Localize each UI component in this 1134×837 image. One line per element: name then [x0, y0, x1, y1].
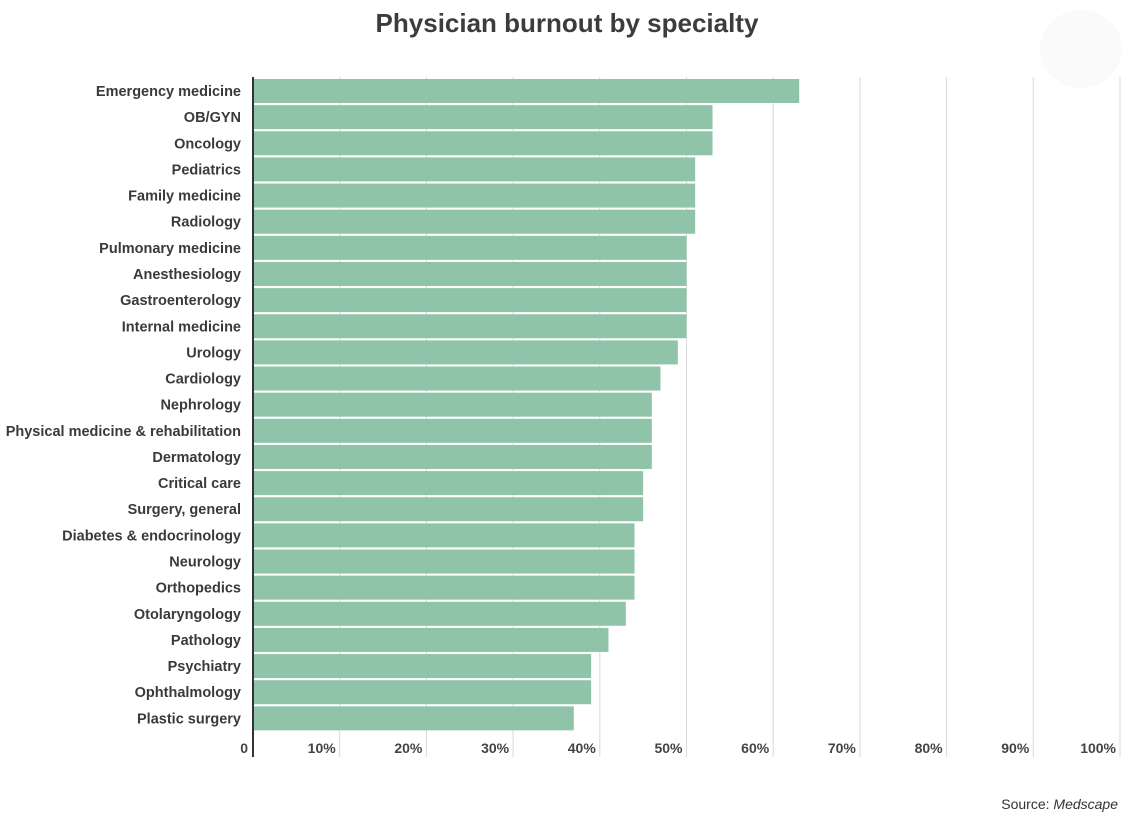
category-label: Emergency medicine	[96, 84, 241, 100]
bar	[254, 418, 652, 443]
bar	[254, 183, 696, 208]
category-label: Ophthalmology	[135, 685, 241, 701]
bar	[254, 654, 592, 679]
x-tick-label: 50%	[654, 740, 683, 756]
category-label: Critical care	[158, 476, 241, 492]
category-label: Radiology	[171, 215, 241, 231]
category-label: Nephrology	[160, 398, 241, 414]
x-tick-label: 60%	[741, 740, 770, 756]
bar	[254, 79, 800, 103]
bar	[254, 314, 687, 339]
bar	[254, 105, 713, 130]
bar	[254, 680, 592, 705]
bar	[254, 131, 713, 156]
category-label: Gastroenterology	[120, 293, 241, 309]
bar	[254, 627, 609, 652]
bar	[254, 366, 661, 391]
bar	[254, 549, 635, 574]
bar	[254, 601, 626, 626]
category-label: Physical medicine & rehabilitation	[6, 424, 241, 440]
x-tick-label: 70%	[828, 740, 857, 756]
x-tick-label: 30%	[481, 740, 510, 756]
category-label: Plastic surgery	[137, 711, 241, 727]
bars	[254, 79, 800, 731]
category-label: Pediatrics	[172, 162, 241, 178]
category-label: Diabetes & endocrinology	[62, 528, 241, 544]
category-label: Pulmonary medicine	[99, 241, 241, 257]
bar	[254, 706, 574, 731]
category-label: Neurology	[169, 555, 241, 571]
bar	[254, 523, 635, 548]
x-tick-label: 10%	[308, 740, 337, 756]
x-tick-label: 80%	[915, 740, 944, 756]
bar	[254, 444, 652, 469]
source-name: Medscape	[1053, 796, 1118, 812]
bar	[254, 575, 635, 600]
bar	[254, 497, 644, 522]
category-label: Anesthesiology	[133, 267, 241, 283]
x-axis-tick-labels: 0 10% 20% 30% 40% 50% 60% 70% 80% 90% 100%	[240, 740, 1116, 756]
x-tick-label: 20%	[394, 740, 423, 756]
bar	[254, 392, 652, 417]
bar	[254, 340, 678, 365]
category-label: Surgery, general	[128, 502, 241, 518]
x-tick-label: 90%	[1001, 740, 1030, 756]
bar	[254, 157, 696, 182]
bar	[254, 235, 687, 260]
category-label: Otolaryngology	[134, 607, 241, 623]
category-label: Cardiology	[165, 372, 241, 388]
category-label: Urology	[186, 345, 241, 361]
category-label: Internal medicine	[122, 319, 241, 335]
bar	[254, 471, 644, 496]
bar	[254, 261, 687, 286]
category-label: Dermatology	[152, 450, 241, 466]
source-prefix: Source:	[1001, 796, 1050, 812]
category-label: Oncology	[174, 136, 241, 152]
bar	[254, 209, 696, 234]
chart-title: Physician burnout by specialty	[375, 8, 759, 38]
corner-decoration	[1040, 10, 1122, 88]
category-labels: Emergency medicine OB/GYN Oncology Pediatri…	[6, 84, 241, 727]
x-tick-label: 40%	[568, 740, 597, 756]
bar	[254, 288, 687, 313]
category-label: Psychiatry	[168, 659, 241, 675]
category-label: OB/GYN	[184, 110, 241, 126]
x-tick-label: 100%	[1080, 740, 1116, 756]
source-note: Source: Medscape	[1001, 796, 1118, 812]
category-label: Pathology	[171, 633, 241, 649]
category-label: Orthopedics	[156, 581, 241, 597]
x-tick-label: 0	[240, 740, 248, 756]
category-label: Family medicine	[128, 189, 241, 205]
